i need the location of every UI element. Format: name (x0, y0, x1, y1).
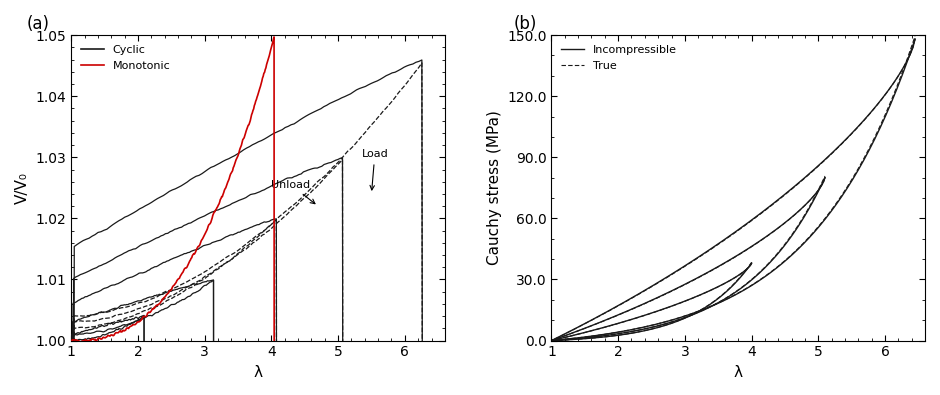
Y-axis label: Cauchy stress (MPa): Cauchy stress (MPa) (487, 110, 502, 265)
Legend: Incompressible, True: Incompressible, True (557, 41, 681, 75)
Text: Unload: Unload (272, 180, 315, 204)
Text: Load: Load (362, 149, 388, 190)
X-axis label: λ: λ (254, 365, 262, 380)
Legend: Cyclic, Monotonic: Cyclic, Monotonic (77, 41, 175, 75)
X-axis label: λ: λ (734, 365, 743, 380)
Text: (b): (b) (514, 15, 538, 33)
Text: (a): (a) (26, 15, 50, 33)
Y-axis label: V/V₀: V/V₀ (15, 172, 30, 204)
